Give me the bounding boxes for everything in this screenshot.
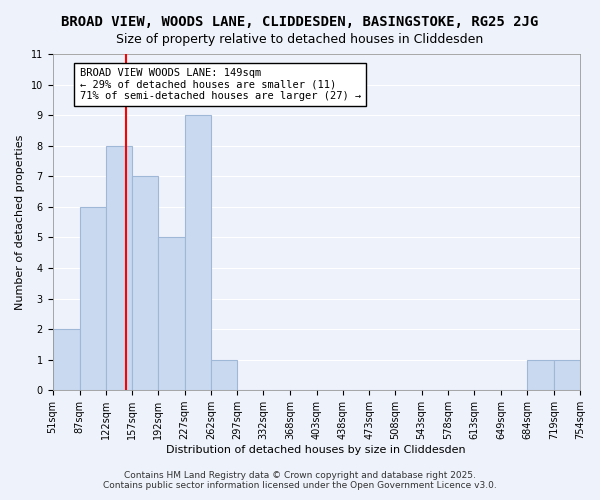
- Bar: [211, 360, 237, 390]
- Bar: [132, 176, 158, 390]
- Text: Size of property relative to detached houses in Cliddesden: Size of property relative to detached ho…: [116, 32, 484, 46]
- Text: Contains HM Land Registry data © Crown copyright and database right 2025.
Contai: Contains HM Land Registry data © Crown c…: [103, 470, 497, 490]
- Bar: [554, 360, 580, 390]
- Bar: [80, 207, 106, 390]
- Text: BROAD VIEW WOODS LANE: 149sqm
← 29% of detached houses are smaller (11)
71% of s: BROAD VIEW WOODS LANE: 149sqm ← 29% of d…: [80, 68, 361, 101]
- Bar: [106, 146, 132, 390]
- Y-axis label: Number of detached properties: Number of detached properties: [15, 134, 25, 310]
- Text: BROAD VIEW, WOODS LANE, CLIDDESDEN, BASINGSTOKE, RG25 2JG: BROAD VIEW, WOODS LANE, CLIDDESDEN, BASI…: [61, 15, 539, 29]
- Bar: [527, 360, 554, 390]
- Bar: [185, 115, 211, 390]
- Bar: [53, 329, 80, 390]
- X-axis label: Distribution of detached houses by size in Cliddesden: Distribution of detached houses by size …: [166, 445, 466, 455]
- Bar: [158, 238, 185, 390]
